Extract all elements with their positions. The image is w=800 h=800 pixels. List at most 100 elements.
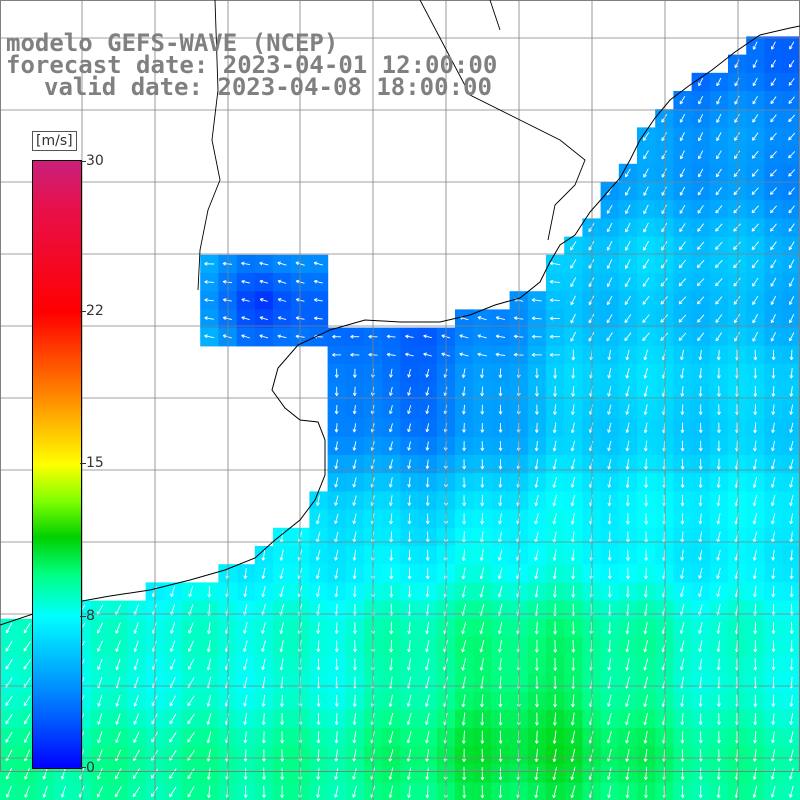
wind-arrow <box>716 585 721 598</box>
wind-arrow <box>570 476 576 488</box>
wind-arrow <box>680 549 685 561</box>
wind-arrow <box>606 204 613 214</box>
wind-arrow <box>570 422 575 434</box>
wind-arrow <box>425 622 430 634</box>
wind-arrow <box>479 639 485 653</box>
wind-arrow <box>771 422 775 433</box>
wind-arrow <box>679 223 686 232</box>
wind-arrow <box>680 404 685 415</box>
wind-arrow <box>715 205 723 214</box>
wind-arrow <box>771 567 776 579</box>
wind-arrow <box>625 621 630 635</box>
wind-arrow <box>314 316 323 321</box>
wind-arrow <box>643 621 648 635</box>
wind-arrow <box>480 368 484 379</box>
wind-arrow <box>624 295 631 305</box>
wind-arrow <box>407 549 412 561</box>
wind-arrow <box>698 95 704 105</box>
wind-arrow <box>549 334 561 339</box>
wind-arrow <box>133 640 139 652</box>
wind-arrow <box>553 367 558 379</box>
wind-arrow <box>497 549 503 561</box>
wind-cell <box>782 782 800 800</box>
wind-arrow <box>644 494 649 507</box>
wind-arrow <box>606 314 613 324</box>
wind-arrow <box>771 440 776 452</box>
wind-arrow <box>480 404 485 415</box>
wind-arrow <box>534 621 539 635</box>
wind-arrow <box>626 513 630 525</box>
wind-arrow <box>241 334 251 339</box>
wind-arrow <box>770 132 777 141</box>
wind-arrow <box>716 622 721 634</box>
wind-arrow <box>607 567 612 580</box>
wind-arrow <box>388 405 393 415</box>
wind-arrow <box>315 549 321 561</box>
wind-arrow <box>789 295 795 305</box>
wind-arrow <box>570 313 576 324</box>
wind-arrow <box>752 513 758 525</box>
wind-arrow <box>552 404 557 415</box>
colorbar-tick-15: 15 <box>86 455 104 471</box>
wind-arrow <box>770 513 776 525</box>
wind-arrow <box>660 277 668 287</box>
wind-arrow <box>752 132 759 141</box>
wind-arrow <box>423 352 432 357</box>
wind-arrow <box>204 298 214 302</box>
wind-arrow <box>698 168 704 178</box>
wind-arrow <box>625 404 630 415</box>
wind-arrow <box>644 567 648 580</box>
wind-arrow <box>679 168 686 178</box>
wind-arrow <box>771 41 776 50</box>
wind-arrow <box>315 586 321 598</box>
wind-arrow <box>789 440 794 452</box>
wind-arrow <box>570 440 576 452</box>
wind-arrow <box>352 459 357 470</box>
border-line <box>489 0 501 31</box>
wind-arrow <box>789 314 795 324</box>
wind-arrow <box>625 422 630 433</box>
wind-arrow <box>571 621 576 635</box>
wind-arrow <box>752 331 759 342</box>
wind-arrow <box>715 278 723 287</box>
wind-arrow <box>788 259 795 269</box>
wind-arrow <box>770 458 776 470</box>
wind-arrow <box>497 585 503 598</box>
wind-arrow <box>461 386 466 397</box>
wind-arrow <box>753 386 758 397</box>
wind-arrow <box>624 168 631 178</box>
wind-arrow <box>334 404 339 415</box>
wind-arrow <box>733 277 741 287</box>
wind-arrow <box>752 476 758 488</box>
wind-arrow <box>425 423 430 433</box>
wind-arrow <box>697 223 705 232</box>
wind-arrow <box>552 567 557 580</box>
wind-arrow <box>334 441 339 451</box>
wind-arrow <box>534 440 539 452</box>
wind-arrow <box>461 639 467 653</box>
wind-arrow <box>607 440 612 452</box>
wind-arrow <box>733 187 741 196</box>
wind-arrow <box>498 495 503 507</box>
wind-arrow <box>405 352 414 357</box>
wind-arrow <box>644 513 649 525</box>
wind-arrow <box>425 477 430 488</box>
wind-arrow <box>352 423 357 433</box>
wind-arrow <box>788 277 795 287</box>
wind-arrow <box>789 549 794 561</box>
wind-arrow <box>352 567 357 579</box>
colorbar-tick-30: 30 <box>86 153 104 169</box>
wind-arrow <box>753 367 758 379</box>
wind-arrow <box>479 621 485 635</box>
wind-arrow <box>352 513 357 525</box>
wind-arrow <box>115 640 121 652</box>
wind-arrow <box>313 261 324 266</box>
wind-arrow <box>425 459 430 469</box>
wind-arrow <box>477 334 487 339</box>
wind-arrow <box>497 567 503 580</box>
wind-arrow <box>680 513 685 525</box>
wind-arrow <box>789 404 794 415</box>
wind-arrow <box>751 259 759 269</box>
wind-arrow <box>770 332 777 342</box>
